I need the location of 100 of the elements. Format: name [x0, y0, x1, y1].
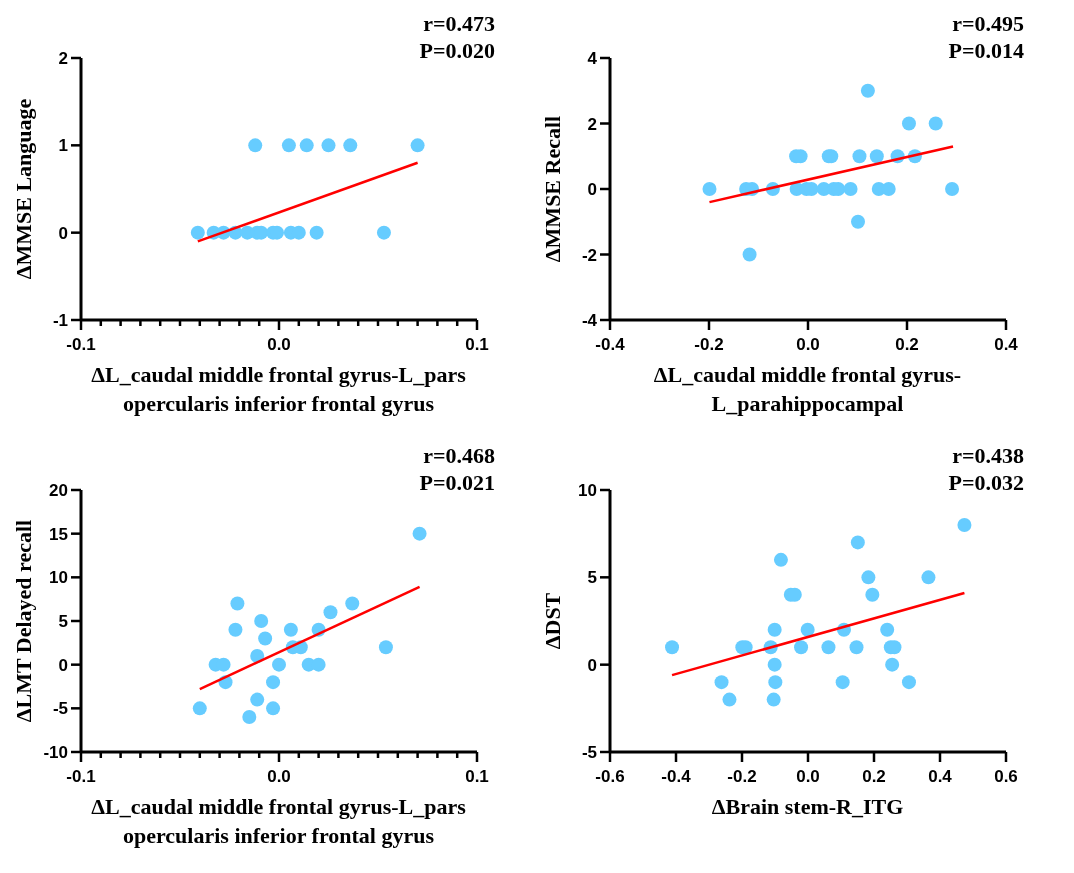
x-tick-label: 0.4: [928, 767, 953, 786]
point: [192, 701, 207, 716]
text: r=0.473: [422, 10, 495, 37]
point: [767, 657, 782, 672]
point: [272, 657, 286, 672]
y-axis-title: ΔMMSE Recall: [540, 115, 566, 263]
text: r=0.468: [422, 442, 495, 469]
y-tick-label: 20: [49, 481, 68, 500]
y-tick-label: 4: [587, 49, 598, 68]
point: [880, 622, 895, 637]
x-tick-label: -0.1: [66, 335, 96, 354]
x-tick-label: -0.2: [727, 767, 757, 786]
y-tick-label: -2: [581, 245, 597, 265]
point: [851, 214, 865, 229]
point: [901, 116, 916, 131]
y-tick-label: 0: [587, 180, 597, 199]
y-tick-label: 0: [587, 655, 597, 675]
point: [945, 182, 960, 196]
x-tick-label: -0.6: [595, 767, 625, 786]
point: [722, 692, 737, 707]
y-tick-label: 2: [58, 49, 68, 68]
point: [767, 622, 782, 637]
point: [861, 570, 876, 585]
point: [885, 657, 900, 672]
point: [849, 640, 864, 655]
annotation: P=0.032: [948, 469, 1024, 496]
x-tick-label: 0.1: [465, 335, 489, 354]
text: r=0.438: [951, 442, 1024, 469]
point: [860, 83, 875, 98]
point: [869, 149, 884, 164]
point: [766, 692, 781, 707]
point: [230, 596, 245, 611]
point: [843, 182, 858, 196]
y-axis-title: ΔDST: [540, 592, 566, 650]
point: [768, 675, 783, 690]
point: [714, 675, 729, 690]
y-tick-label: 2: [587, 114, 597, 134]
point: [773, 552, 788, 567]
point: [412, 526, 427, 541]
point: [821, 640, 836, 655]
point: [742, 247, 757, 262]
point: [921, 570, 936, 585]
x-tick-label: 0.0: [796, 335, 820, 354]
point: [283, 622, 298, 637]
point: [665, 640, 680, 655]
x-tick-label: -0.4: [595, 335, 626, 354]
point: [345, 596, 360, 611]
x-tick-label: 0.1: [465, 767, 489, 786]
y-tick-label: 1: [58, 136, 68, 156]
y-tick-label: -4: [581, 311, 598, 330]
y-axis-title: ΔLMT Delayed recall: [11, 519, 37, 723]
point: [865, 587, 880, 602]
point: [852, 149, 867, 164]
point: [850, 535, 865, 550]
point: [901, 675, 916, 690]
y-tick-label: -1: [52, 311, 68, 330]
point: [800, 622, 815, 637]
x-tick-label: -0.2: [694, 335, 724, 354]
point: [266, 701, 281, 716]
y-tick-label: 15: [49, 524, 68, 544]
point: [266, 675, 281, 690]
y-axis-title: ΔMMSE Language: [11, 98, 37, 280]
point: [250, 692, 265, 707]
y-tick-label: 10: [49, 568, 68, 588]
point: [242, 710, 257, 725]
x-axis-title: ΔL_caudal middle frontal gyrus-L_pars opercularis inferior frontal gyrus: [90, 793, 467, 850]
point: [794, 640, 809, 655]
y-tick-label: -5: [52, 699, 68, 719]
y-tick-label: 0: [58, 223, 68, 243]
point: [311, 657, 326, 672]
annotation: P=0.021: [419, 469, 495, 496]
point: [702, 182, 717, 196]
x-tick-label: 0.4: [994, 335, 1019, 354]
annotation: P=0.020: [419, 37, 495, 64]
x-tick-label: 0.6: [994, 767, 1018, 786]
x-axis-title: ΔL_caudal middle frontal gyrus-L_parahippocampal: [652, 361, 963, 418]
x-tick-label: 0.0: [267, 335, 291, 354]
x-tick-label: 0.0: [267, 767, 291, 786]
point: [928, 116, 943, 131]
x-tick-label: -0.1: [66, 767, 96, 786]
point: [323, 605, 338, 620]
annotation: P=0.014: [948, 37, 1024, 64]
point: [254, 614, 269, 628]
x-tick-label: -0.4: [661, 767, 692, 786]
x-tick-label: 0.0: [796, 767, 820, 786]
x-axis-title: ΔL_caudal middle frontal gyrus-L_pars opercularis inferior frontal gyrus: [90, 361, 467, 418]
point: [258, 631, 273, 646]
x-tick-label: 0.2: [862, 767, 886, 786]
y-tick-label: 0: [58, 655, 68, 675]
point: [378, 640, 393, 655]
y-tick-label: 10: [578, 481, 597, 500]
y-tick-label: -10: [43, 743, 68, 762]
point: [228, 622, 243, 637]
text: r=0.495: [951, 10, 1024, 37]
point: [957, 517, 972, 532]
point: [835, 675, 850, 690]
x-tick-label: 0.2: [895, 335, 919, 354]
y-tick-label: -5: [581, 743, 597, 762]
x-axis-title: ΔBrain stem-R_ITG: [710, 793, 905, 821]
y-tick-label: 5: [58, 612, 68, 631]
